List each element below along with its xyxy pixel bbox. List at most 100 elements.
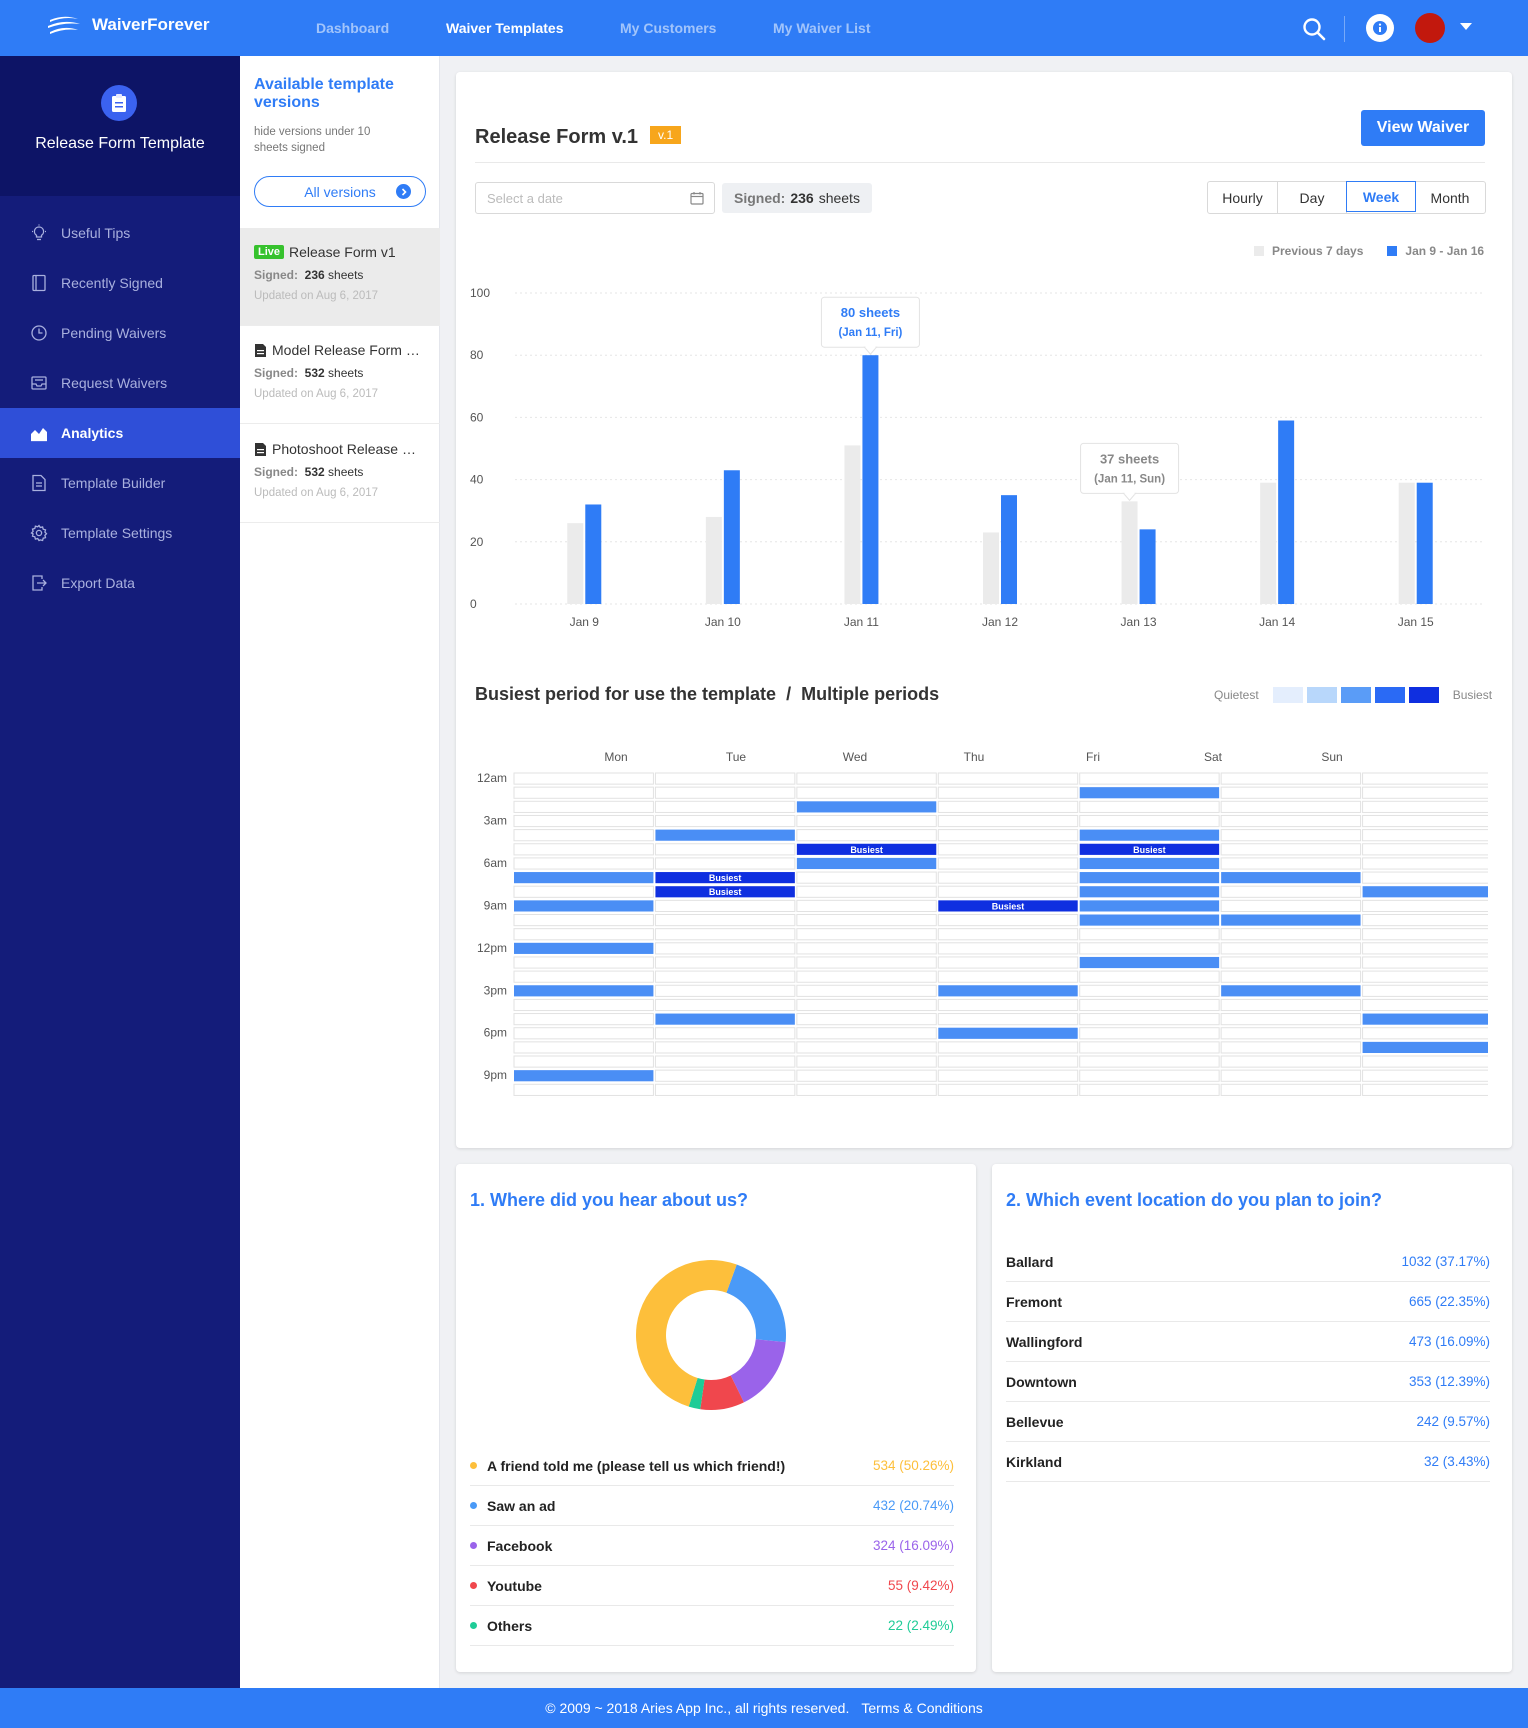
heatmap-cell[interactable] [937, 914, 1079, 927]
heatmap-cell[interactable] [1221, 872, 1361, 884]
heatmap-cell[interactable] [1079, 1013, 1220, 1026]
bar-previous[interactable] [1121, 501, 1138, 604]
heatmap-cell[interactable] [937, 942, 1079, 955]
heatmap-cell[interactable] [1362, 970, 1488, 983]
heatmap-cell[interactable] [513, 928, 654, 941]
heatmap-cell[interactable] [513, 800, 654, 813]
heatmap-cell[interactable] [513, 857, 654, 870]
user-avatar[interactable] [1415, 13, 1445, 43]
heatmap-cell[interactable] [937, 1055, 1079, 1068]
heatmap-cell[interactable] [1220, 942, 1362, 955]
heatmap-cell[interactable] [796, 998, 937, 1012]
tab-hourly[interactable]: Hourly [1208, 182, 1278, 213]
heatmap-cell[interactable] [1362, 998, 1488, 1012]
bar-previous[interactable] [983, 532, 999, 604]
sidebar-item-analytics[interactable]: Analytics [0, 408, 240, 458]
heatmap-cell[interactable] [1220, 885, 1362, 898]
bar-previous[interactable] [844, 445, 861, 604]
sidebar-item-useful-tips[interactable]: Useful Tips [0, 208, 240, 258]
nav-my-customers[interactable]: My Customers [620, 20, 717, 36]
heatmap-cell[interactable] [1362, 871, 1488, 884]
heatmap-cell[interactable] [654, 786, 796, 799]
heatmap-cell[interactable] [514, 900, 654, 912]
heatmap-cell[interactable] [1362, 1013, 1488, 1025]
heatmap-cell[interactable] [1079, 1055, 1220, 1068]
heatmap-cell[interactable] [796, 899, 937, 913]
heatmap-cell[interactable] [1079, 857, 1220, 870]
heatmap-cell[interactable] [654, 970, 796, 983]
heatmap-cell[interactable] [654, 899, 796, 913]
heatmap-cell[interactable] [1220, 970, 1362, 983]
heatmap-cell[interactable] [1362, 1055, 1488, 1068]
heatmap-cell[interactable] [1079, 800, 1220, 813]
heatmap-cell[interactable] [654, 1055, 796, 1068]
heatmap-cell[interactable] [1220, 1069, 1362, 1082]
tab-month[interactable]: Month [1430, 189, 1470, 206]
heatmap-cell[interactable] [513, 829, 654, 842]
heatmap-cell[interactable] [654, 956, 796, 969]
heatmap-cell[interactable] [655, 829, 795, 841]
heatmap-cell[interactable] [1362, 800, 1488, 813]
heatmap-cell[interactable] [1079, 772, 1220, 785]
heatmap-cell[interactable] [1362, 1069, 1488, 1082]
bar-current[interactable] [862, 355, 879, 604]
heatmap-cell[interactable] [937, 1083, 1079, 1096]
heatmap-cell[interactable] [1220, 1041, 1362, 1054]
heatmap-cell[interactable] [1220, 786, 1362, 799]
heatmap-cell[interactable] [796, 871, 937, 884]
donut-slice[interactable] [700, 1375, 744, 1410]
heatmap-cell[interactable] [513, 814, 654, 828]
heatmap-cell[interactable] [1220, 956, 1362, 969]
heatmap-cell[interactable] [514, 872, 654, 884]
heatmap-cell[interactable] [796, 786, 937, 799]
heatmap-cell[interactable] [513, 998, 654, 1012]
sidebar-item-recently-signed[interactable]: Recently Signed [0, 258, 240, 308]
heatmap-cell[interactable] [514, 942, 654, 954]
heatmap-cell[interactable] [1079, 829, 1220, 841]
heatmap-cell[interactable] [937, 970, 1079, 983]
donut-slice[interactable] [688, 1377, 705, 1410]
heatmap-cell[interactable] [1362, 1083, 1488, 1096]
heatmap-cell[interactable] [654, 772, 796, 785]
heatmap-cell[interactable] [654, 928, 796, 941]
app-logo[interactable]: WaiverForever [46, 14, 209, 36]
heatmap-cell[interactable] [655, 1013, 795, 1025]
heatmap-cell[interactable] [937, 814, 1079, 828]
nav-dashboard[interactable]: Dashboard [316, 20, 390, 36]
heatmap-cell[interactable] [1221, 985, 1361, 997]
heatmap-cell[interactable] [654, 942, 796, 955]
heatmap-cell[interactable] [654, 1069, 796, 1082]
heatmap-cell[interactable] [1079, 872, 1220, 884]
heatmap-cell[interactable] [937, 998, 1079, 1012]
heatmap-cell[interactable] [1079, 970, 1220, 983]
heatmap-cell[interactable] [513, 1055, 654, 1068]
heatmap-cell[interactable] [1362, 984, 1488, 997]
heatmap-cell[interactable] [513, 970, 654, 983]
sidebar-item-template-builder[interactable]: Template Builder [0, 458, 240, 508]
bar-current[interactable] [1278, 420, 1295, 604]
heatmap-cell[interactable] [796, 1041, 937, 1054]
chevron-down-icon[interactable] [1460, 23, 1472, 30]
heatmap-cell[interactable] [654, 998, 796, 1012]
nav-my-waiver-list[interactable]: My Waiver List [773, 20, 871, 36]
heatmap-cell[interactable] [938, 985, 1078, 997]
heatmap-cell[interactable] [796, 1069, 937, 1082]
heatmap-cell[interactable] [1220, 1083, 1362, 1096]
heatmap-cell[interactable] [1079, 900, 1220, 912]
heatmap-cell[interactable] [654, 814, 796, 828]
heatmap-cell[interactable] [1362, 942, 1488, 955]
bar-current[interactable] [723, 470, 740, 604]
heatmap-cell[interactable] [1220, 772, 1362, 785]
heatmap-cell[interactable] [1362, 956, 1488, 969]
heatmap-cell[interactable] [1220, 857, 1362, 870]
heatmap-cell[interactable] [513, 1027, 654, 1040]
heatmap-cell[interactable] [796, 928, 937, 941]
heatmap-cell[interactable] [796, 885, 937, 898]
heatmap-cell[interactable] [513, 772, 654, 785]
view-waiver-button[interactable]: View Waiver [1361, 110, 1485, 146]
heatmap-cell[interactable] [1079, 843, 1220, 855]
heatmap-cell[interactable] [796, 914, 937, 927]
heatmap-cell[interactable] [654, 1041, 796, 1054]
heatmap-cell[interactable] [654, 857, 796, 870]
heatmap-cell[interactable] [654, 800, 796, 813]
